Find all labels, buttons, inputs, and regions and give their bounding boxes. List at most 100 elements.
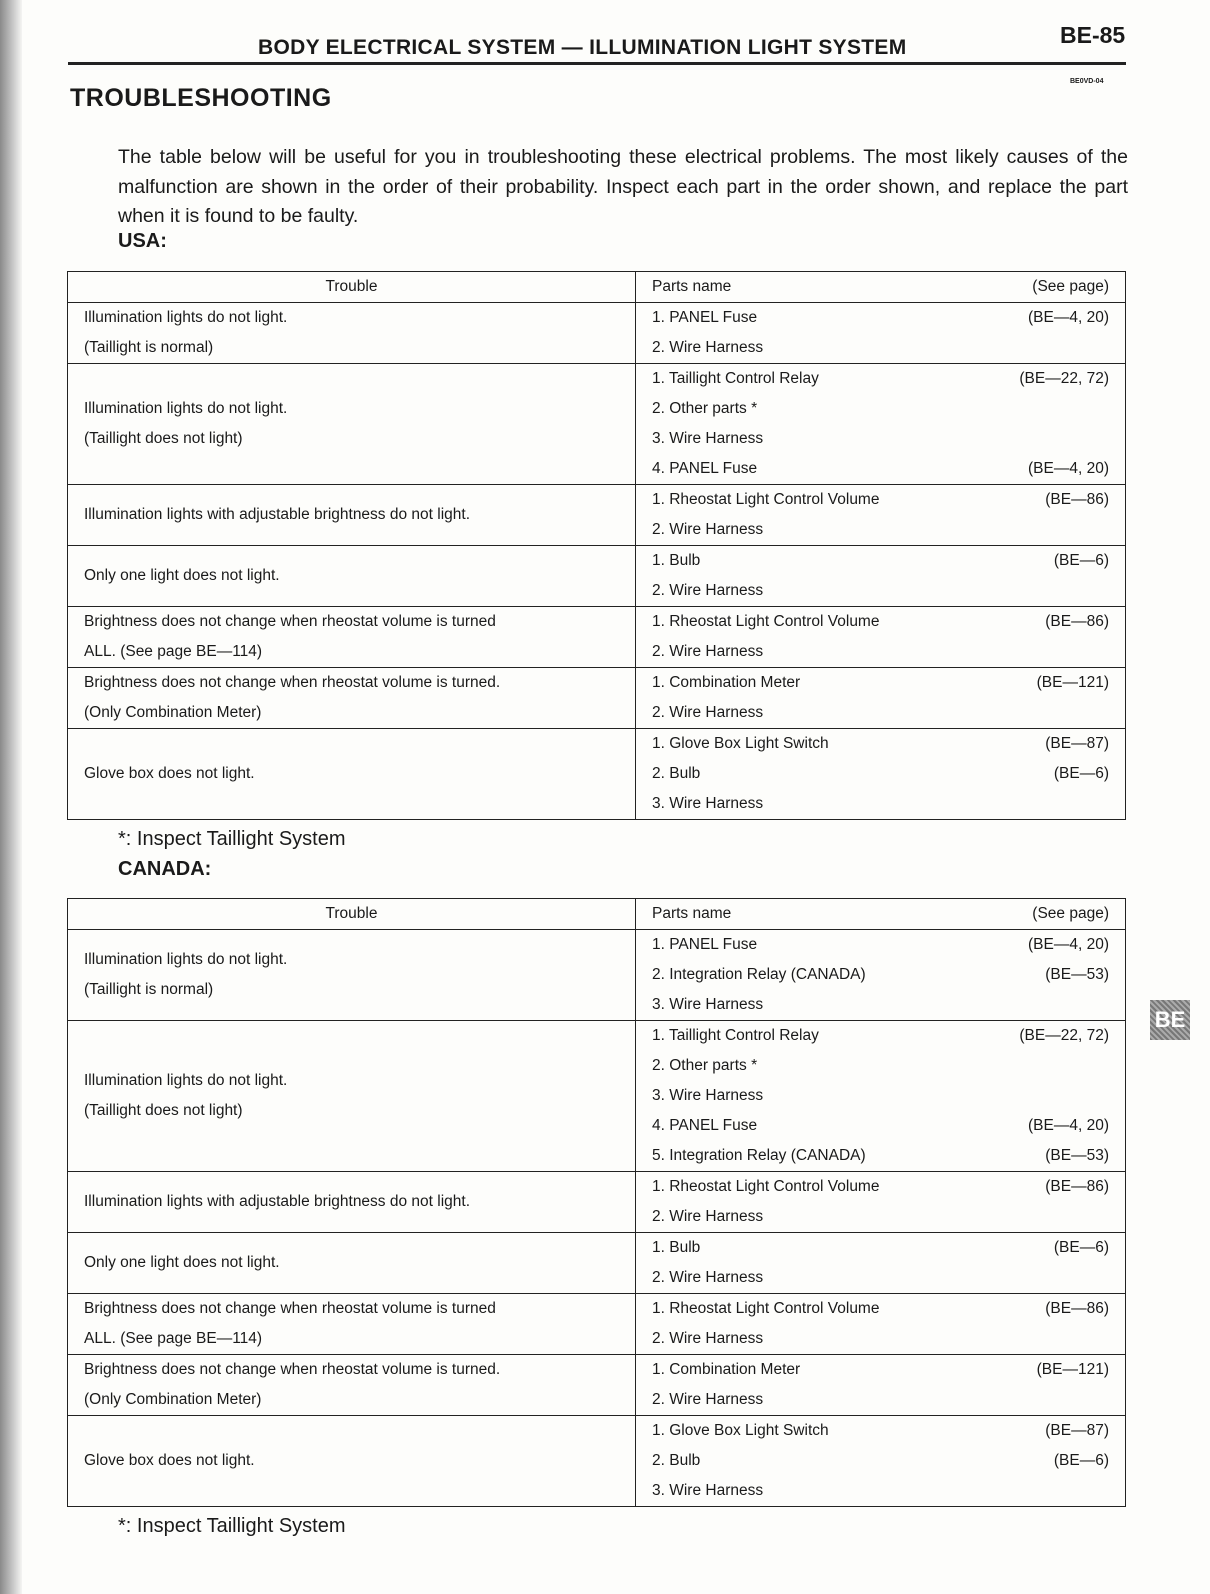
parts-cell: 1. Rheostat Light Control Volume (BE—86) 2… [635,1293,1126,1355]
part-line: 1. Taillight Control Relay (BE—22, 72) [652,1021,1109,1051]
part-name: 3. Wire Harness [652,1087,764,1104]
trouble-cell: Illumination lights do not light. (Tailli… [67,1020,636,1172]
trouble-line: Illumination lights with adjustable brig… [84,506,471,523]
part-page-ref: (BE—86) [1045,613,1109,630]
table-row: Illumination lights with adjustable brig… [67,1171,1126,1233]
part-page-ref: (BE—6) [1053,1239,1109,1256]
part-name: 1. PANEL Fuse [652,936,758,953]
part-line: 2. Wire Harness [652,333,1109,363]
trouble-line: Only one light does not light. [84,1254,280,1271]
part-name: 4. PANEL Fuse [652,1117,758,1134]
trouble-cell: Glove box does not light. [67,728,636,820]
part-name: 1. Rheostat Light Control Volume [652,491,880,508]
parts-cell: 1. PANEL Fuse (BE—4, 20) 2. Wire Harness [635,302,1126,364]
part-line: 1. Glove Box Light Switch (BE—87) [652,729,1109,759]
table-row: Illumination lights with adjustable brig… [67,484,1126,546]
part-page-ref: (BE—6) [1053,765,1109,782]
table-header-row: Trouble Parts name (See page) [67,271,1126,303]
part-line: 4. PANEL Fuse (BE—4, 20) [652,454,1109,484]
page-number: BE-85 [1060,22,1126,48]
part-name: 2. Wire Harness [652,1269,764,1286]
trouble-cell: Only one light does not light. [67,545,636,607]
region-label-canada: CANADA: [118,858,212,880]
part-name: 2. Bulb [652,765,701,782]
part-name: 2. Wire Harness [652,1391,764,1408]
trouble-line: Glove box does not light. [84,1452,255,1469]
trouble-cell: Only one light does not light. [67,1232,636,1294]
part-line: 5. Integration Relay (CANADA) (BE—53) [652,1141,1109,1171]
trouble-cell: Illumination lights with adjustable brig… [67,484,636,546]
part-name: 3. Wire Harness [652,795,764,812]
part-name: 2. Bulb [652,1452,701,1469]
parts-cell: 1. Taillight Control Relay (BE—22, 72) 2. … [635,363,1126,485]
part-page-ref: (BE—121) [1036,674,1109,691]
part-page-ref: (BE—121) [1036,1361,1109,1378]
parts-cell: 1. Rheostat Light Control Volume (BE—86) 2… [635,1171,1126,1233]
trouble-cell: Illumination lights do not light. (Tailli… [67,929,636,1021]
part-line: 1. Combination Meter (BE—121) [652,1355,1109,1385]
part-line: 3. Wire Harness [652,789,1109,819]
section-side-tab: BE [1150,1000,1190,1040]
column-header-parts-name: Parts name [652,905,732,922]
part-line: 1. Combination Meter (BE—121) [652,668,1109,698]
trouble-line: ALL. (See page BE—114) [84,643,263,660]
parts-cell: 1. Rheostat Light Control Volume (BE—86) 2… [635,484,1126,546]
part-line: 1. PANEL Fuse (BE—4, 20) [652,930,1109,960]
table-row: Brightness does not change when rheostat… [67,667,1126,729]
column-header-trouble: Trouble [67,898,636,930]
table-row: Brightness does not change when rheostat… [67,606,1126,668]
part-line: 1. Rheostat Light Control Volume (BE—86) [652,485,1109,515]
part-line: 2. Wire Harness [652,515,1109,545]
column-header-parts-name: Parts name [652,278,732,295]
parts-cell: 1. Rheostat Light Control Volume (BE—86) 2… [635,606,1126,668]
scan-page-edge [0,0,22,1594]
troubleshooting-table-canada: Trouble Parts name (See page) Illumination … [67,898,1126,1507]
part-name: 5. Integration Relay (CANADA) [652,1147,866,1164]
trouble-line: Brightness does not change when rheostat… [84,613,496,630]
header-rule [68,62,1126,65]
part-name: 3. Wire Harness [652,430,764,447]
footnote-usa: *: Inspect Taillight System [118,828,346,850]
part-name: 1. Combination Meter [652,674,801,691]
trouble-cell: Brightness does not change when rheostat… [67,606,636,668]
part-name: 2. Wire Harness [652,1330,764,1347]
trouble-line: Illumination lights do not light. [84,1072,288,1089]
part-page-ref: (BE—53) [1045,966,1109,983]
part-page-ref: (BE—22, 72) [1019,370,1109,387]
table-row: Illumination lights do not light. (Tailli… [67,929,1126,1021]
part-line: 2. Wire Harness [652,698,1109,728]
trouble-cell: Glove box does not light. [67,1415,636,1507]
table-row: Glove box does not light. 1. Glove Box Li… [67,1415,1126,1507]
trouble-cell: Brightness does not change when rheostat… [67,1293,636,1355]
part-name: 1. Rheostat Light Control Volume [652,613,880,630]
parts-cell: 1. Taillight Control Relay (BE—22, 72) 2. … [635,1020,1126,1172]
table-row: Illumination lights do not light. (Tailli… [67,363,1126,485]
part-name: 2. Other parts * [652,1057,758,1074]
parts-cell: 1. Combination Meter (BE—121) 2. Wire Harn… [635,667,1126,729]
trouble-line: ALL. (See page BE—114) [84,1330,263,1347]
trouble-line: Illumination lights with adjustable brig… [84,1193,471,1210]
part-line: 1. PANEL Fuse (BE—4, 20) [652,303,1109,333]
parts-cell: 1. Combination Meter (BE—121) 2. Wire Harn… [635,1354,1126,1416]
part-line: 2. Other parts * [652,394,1109,424]
part-line: 3. Wire Harness [652,990,1109,1020]
part-name: 3. Wire Harness [652,996,764,1013]
part-name: 1. Rheostat Light Control Volume [652,1178,880,1195]
parts-cell: 1. Glove Box Light Switch (BE—87) 2. Bulb (… [635,728,1126,820]
part-line: 3. Wire Harness [652,1081,1109,1111]
trouble-line: Brightness does not change when rheostat… [84,1361,501,1378]
part-name: 1. Bulb [652,552,701,569]
parts-cell: 1. PANEL Fuse (BE—4, 20) 2. Integration Re… [635,929,1126,1021]
part-name: 2. Integration Relay (CANADA) [652,966,866,983]
part-name: 1. Rheostat Light Control Volume [652,1300,880,1317]
parts-cell: 1. Bulb (BE—6) 2. Wire Harness [635,1232,1126,1294]
part-name: 2. Wire Harness [652,339,764,356]
part-page-ref: (BE—4, 20) [1028,309,1109,326]
part-page-ref: (BE—22, 72) [1019,1027,1109,1044]
trouble-line: (Taillight is normal) [84,981,214,998]
trouble-line: Illumination lights do not light. [84,309,288,326]
part-name: 2. Wire Harness [652,704,764,721]
part-line: 2. Wire Harness [652,1202,1109,1232]
part-line: 2. Other parts * [652,1051,1109,1081]
column-header-trouble: Trouble [67,271,636,303]
